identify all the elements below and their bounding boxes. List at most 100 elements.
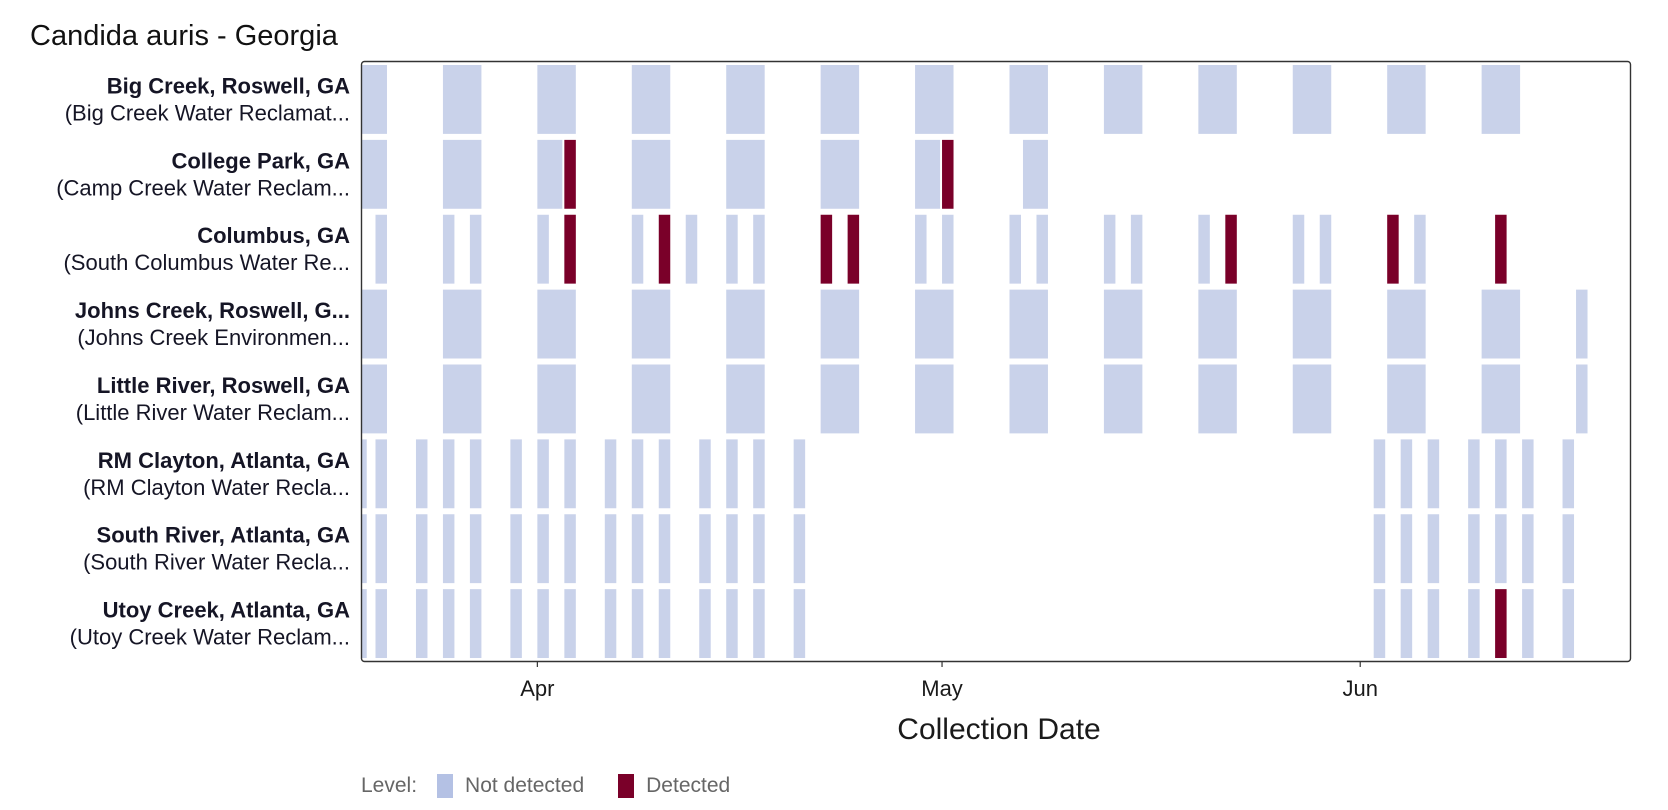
x-tick-label-1: May xyxy=(921,676,963,701)
not-detected-cell-4-1 xyxy=(442,364,482,434)
not-detected-cell-0-2 xyxy=(537,65,576,134)
not-detected-cell-1-7 xyxy=(915,139,941,209)
not-detected-cell-6-17 xyxy=(1427,514,1440,584)
not-detected-cell-0-10 xyxy=(1292,65,1332,134)
not-detected-cell-6-12 xyxy=(726,514,738,584)
legend-swatch-detected xyxy=(618,774,635,798)
not-detected-cell-2-0 xyxy=(375,214,387,284)
detected-cell-2-11 xyxy=(847,214,860,284)
not-detected-cell-4-11 xyxy=(1387,364,1426,434)
not-detected-cell-0-4 xyxy=(726,65,765,134)
not-detected-cell-4-10 xyxy=(1292,364,1332,434)
not-detected-cell-3-6 xyxy=(915,289,954,359)
not-detected-cell-4-7 xyxy=(1009,364,1048,434)
not-detected-cell-3-12 xyxy=(1481,289,1521,359)
not-detected-cell-7-14 xyxy=(793,589,806,659)
chart-title: Candida auris - Georgia xyxy=(30,20,338,52)
not-detected-cell-3-10 xyxy=(1292,289,1332,359)
not-detected-cell-7-4 xyxy=(469,589,482,659)
not-detected-cell-2-14 xyxy=(1009,214,1021,284)
not-detected-cell-5-5 xyxy=(510,439,522,509)
not-detected-cell-6-3 xyxy=(442,514,455,584)
not-detected-cell-5-1 xyxy=(375,439,387,509)
site-name-label-3: Johns Creek, Roswell, G... xyxy=(75,298,350,323)
not-detected-cell-3-3 xyxy=(631,289,671,359)
site-name-label-6: South River, Atlanta, GA xyxy=(97,523,351,548)
legend-title: Level: xyxy=(361,774,418,797)
not-detected-cell-5-0 xyxy=(362,439,367,509)
not-detected-cell-0-6 xyxy=(915,65,954,134)
cells-layer xyxy=(362,65,1588,659)
legend: Level: Not detected Detected xyxy=(361,771,746,801)
not-detected-cell-4-3 xyxy=(631,364,671,434)
not-detected-cell-4-5 xyxy=(820,364,860,434)
not-detected-cell-0-9 xyxy=(1198,65,1237,134)
not-detected-cell-7-2 xyxy=(415,589,428,659)
not-detected-cell-5-15 xyxy=(1373,439,1386,509)
not-detected-cell-0-12 xyxy=(1481,65,1521,134)
site-name-label-0: Big Creek, Roswell, GA xyxy=(107,73,350,98)
not-detected-cell-2-5 xyxy=(631,214,644,284)
not-detected-cell-1-4 xyxy=(631,139,671,209)
not-detected-cell-3-4 xyxy=(726,289,765,359)
not-detected-cell-7-12 xyxy=(726,589,738,659)
not-detected-cell-7-13 xyxy=(753,589,765,659)
not-detected-cell-6-5 xyxy=(510,514,522,584)
not-detected-cell-3-2 xyxy=(537,289,576,359)
not-detected-cell-2-23 xyxy=(1414,214,1426,284)
not-detected-cell-2-21 xyxy=(1319,214,1332,284)
not-detected-cell-5-10 xyxy=(658,439,671,509)
not-detected-cell-7-7 xyxy=(564,589,576,659)
not-detected-cell-6-13 xyxy=(753,514,765,584)
site-facility-label-7: (Utoy Creek Water Reclam... xyxy=(70,625,350,650)
not-detected-cell-6-19 xyxy=(1495,514,1507,584)
site-name-label-4: Little River, Roswell, GA xyxy=(97,373,350,398)
not-detected-cell-7-8 xyxy=(604,589,617,659)
not-detected-cell-3-0 xyxy=(362,289,387,359)
not-detected-cell-2-2 xyxy=(469,214,482,284)
not-detected-cell-2-16 xyxy=(1103,214,1116,284)
site-facility-label-2: (South Columbus Water Re... xyxy=(63,250,350,275)
not-detected-cell-7-16 xyxy=(1400,589,1413,659)
not-detected-cell-2-18 xyxy=(1198,214,1210,284)
not-detected-cell-7-10 xyxy=(658,589,671,659)
x-tick-label-2: Jun xyxy=(1342,676,1377,701)
not-detected-cell-5-16 xyxy=(1400,439,1413,509)
not-detected-cell-5-8 xyxy=(604,439,617,509)
not-detected-cell-4-0 xyxy=(362,364,387,434)
not-detected-cell-1-6 xyxy=(820,139,860,209)
not-detected-cell-7-0 xyxy=(362,589,367,659)
not-detected-cell-4-12 xyxy=(1481,364,1521,434)
site-facility-label-3: (Johns Creek Environmen... xyxy=(77,325,350,350)
not-detected-cell-6-2 xyxy=(415,514,428,584)
not-detected-cell-6-0 xyxy=(362,514,367,584)
not-detected-cell-2-20 xyxy=(1292,214,1305,284)
site-facility-label-1: (Camp Creek Water Reclam... xyxy=(56,175,350,200)
site-name-label-1: College Park, GA xyxy=(171,148,350,173)
site-facility-label-6: (South River Water Recla... xyxy=(83,550,350,575)
not-detected-cell-7-9 xyxy=(631,589,644,659)
not-detected-cell-6-11 xyxy=(699,514,711,584)
not-detected-cell-7-15 xyxy=(1373,589,1386,659)
not-detected-cell-2-12 xyxy=(915,214,927,284)
not-detected-cell-3-5 xyxy=(820,289,860,359)
not-detected-cell-1-2 xyxy=(537,139,563,209)
not-detected-cell-5-17 xyxy=(1427,439,1440,509)
not-detected-cell-2-17 xyxy=(1130,214,1143,284)
not-detected-cell-6-4 xyxy=(469,514,482,584)
not-detected-cell-7-21 xyxy=(1562,589,1575,659)
not-detected-cell-5-12 xyxy=(726,439,738,509)
plot-frame xyxy=(360,60,1632,663)
not-detected-cell-6-10 xyxy=(658,514,671,584)
detected-cell-2-4 xyxy=(564,214,576,284)
not-detected-cell-6-1 xyxy=(375,514,387,584)
detected-cell-2-22 xyxy=(1387,214,1399,284)
not-detected-cell-4-4 xyxy=(726,364,765,434)
not-detected-cell-6-18 xyxy=(1468,514,1480,584)
not-detected-cell-3-1 xyxy=(442,289,482,359)
not-detected-cell-5-7 xyxy=(564,439,576,509)
not-detected-cell-5-2 xyxy=(415,439,428,509)
not-detected-cell-5-3 xyxy=(442,439,455,509)
site-facility-label-5: (RM Clayton Water Recla... xyxy=(83,475,350,500)
